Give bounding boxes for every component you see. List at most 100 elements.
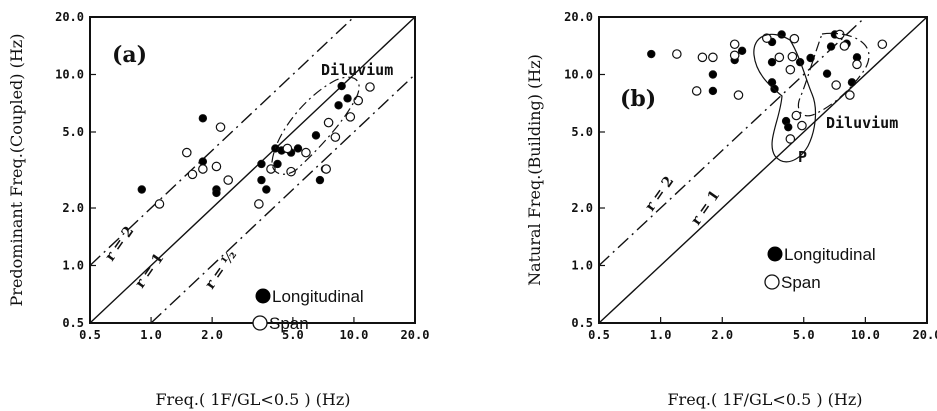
ref-label-a-rhalf: r = ½ [202,248,240,293]
x-tick-label: 0.5 [79,328,101,342]
x-tick-label: 5.0 [793,328,815,342]
longitudinal-point [708,70,718,79]
longitudinal-point [343,94,352,103]
legend-marker-longitudinal-a [255,288,271,304]
longitudinal-point [806,53,815,63]
panel-b: 0.5 1.0 2.0 5.0 10.0 20.0 0.5 1.0 2.0 5.0 10.0 20.0… [525,10,937,409]
x-tick-label: 10.0 [851,328,880,342]
longitudinal-point [212,188,221,198]
span-point [187,169,198,180]
x-tick-label: 2.0 [201,328,223,342]
ticks-a: 0.5 1.0 2.0 5.0 10.0 20.0 0.5 1.0 2.0 5.0 10.0 20.0 [55,10,429,342]
y-tick-label: 5.0 [571,125,593,139]
diluvium-region-b-upper [797,32,870,117]
diluvium-region-a [271,76,360,175]
x-tick-label: 2.0 [711,328,733,342]
plot-frame-b [598,16,928,324]
y-tick-label: 10.0 [55,67,84,81]
span-point [852,59,862,70]
x-axis-label-b: Freq.( 1F/GL<0.5 ) (Hz) [667,390,862,409]
longitudinal-point [137,185,146,194]
y-axis-label-a: Predominant Freq.(Coupled) (Hz) [7,34,26,307]
span-point [691,86,702,96]
longitudinal-point [708,86,718,96]
span-point [330,132,341,142]
longitudinal-point [784,122,793,132]
reference-line [150,73,416,324]
y-tick-label: 0.5 [62,316,84,330]
y-tick-label: 0.5 [571,316,593,330]
span-point [321,164,332,174]
span-point [211,161,222,172]
x-tick-label: 10.0 [339,328,368,342]
longitudinal-point [337,81,346,91]
span-point [785,134,796,144]
span-point [877,39,888,50]
y-axis-label-b: Natural Freq.(Building) (Hz) [525,54,544,286]
x-tick-label: 0.5 [588,328,610,342]
span-point [791,110,802,121]
legend-b: Longitudinal Span [764,245,876,292]
longitudinal-point [262,185,271,194]
span-point [787,51,798,62]
diluvium-label-a: Diluvium [321,61,393,79]
y-tick-label: 2.0 [571,201,593,215]
span-point [323,117,334,128]
longitudinal-point [273,159,282,169]
span-point [785,64,796,75]
span-point [831,80,841,90]
x-tick-label: 1.0 [140,328,162,342]
span-point [198,164,208,174]
panel-a: 0.5 1.0 2.0 5.0 10.0 20.0 0.5 1.0 2.0 5.0 10.0 20.0… [7,10,429,409]
y-tick-label: 5.0 [62,125,84,139]
panel-tag-b: (b) [620,86,656,112]
legend-marker-span-a [252,315,268,331]
y-tick-label: 10.0 [564,67,593,81]
point-label-p: P [798,148,807,166]
legend-marker-span-b [764,274,780,290]
reference-line [89,16,355,267]
y-tick-label: 20.0 [55,10,84,24]
longitudinal-point [293,144,303,153]
legend-label-span-a: Span [269,314,309,333]
span-point [729,39,740,50]
panel-tag-a: (a) [112,42,147,68]
span-point [733,90,744,100]
x-tick-label: 20.0 [913,328,937,342]
longitudinal-point [847,78,857,87]
span-point [223,175,233,185]
longitudinal-point [311,131,321,140]
span-point [254,199,264,209]
diluvium-region-b-lower [753,33,817,163]
longitudinal-point [767,57,777,67]
diluvium-label-b: Diluvium [826,114,898,132]
x-tick-label: 20.0 [401,328,430,342]
longitudinal-point [826,42,836,51]
span-point [215,122,226,132]
legend-marker-longitudinal-b [767,246,783,262]
span-point [789,33,800,44]
span-point [774,52,785,63]
longitudinal-point [198,114,208,123]
ticks-b: 0.5 1.0 2.0 5.0 10.0 20.0 0.5 1.0 2.0 5.0 10.0 20.0 [564,10,937,342]
y-tick-label: 1.0 [571,259,593,273]
span-point [839,41,850,51]
longitudinal-point [647,49,656,59]
longitudinal-point [257,159,266,169]
data-points-a [137,81,375,209]
span-point [282,143,293,154]
reference-line [89,16,416,324]
longitudinal-point [822,69,832,78]
legend-label-longitudinal-b: Longitudinal [784,245,876,264]
legend-a: Longitudinal Span [252,287,364,333]
y-tick-label: 20.0 [564,10,593,24]
reference-lines-a [89,16,416,324]
span-point [729,50,740,61]
x-tick-label: 5.0 [282,328,304,342]
reference-line [598,16,928,324]
y-tick-label: 1.0 [62,259,84,273]
legend-label-longitudinal-a: Longitudinal [272,287,364,306]
x-tick-label: 1.0 [650,328,672,342]
reference-lines-b [598,16,928,324]
